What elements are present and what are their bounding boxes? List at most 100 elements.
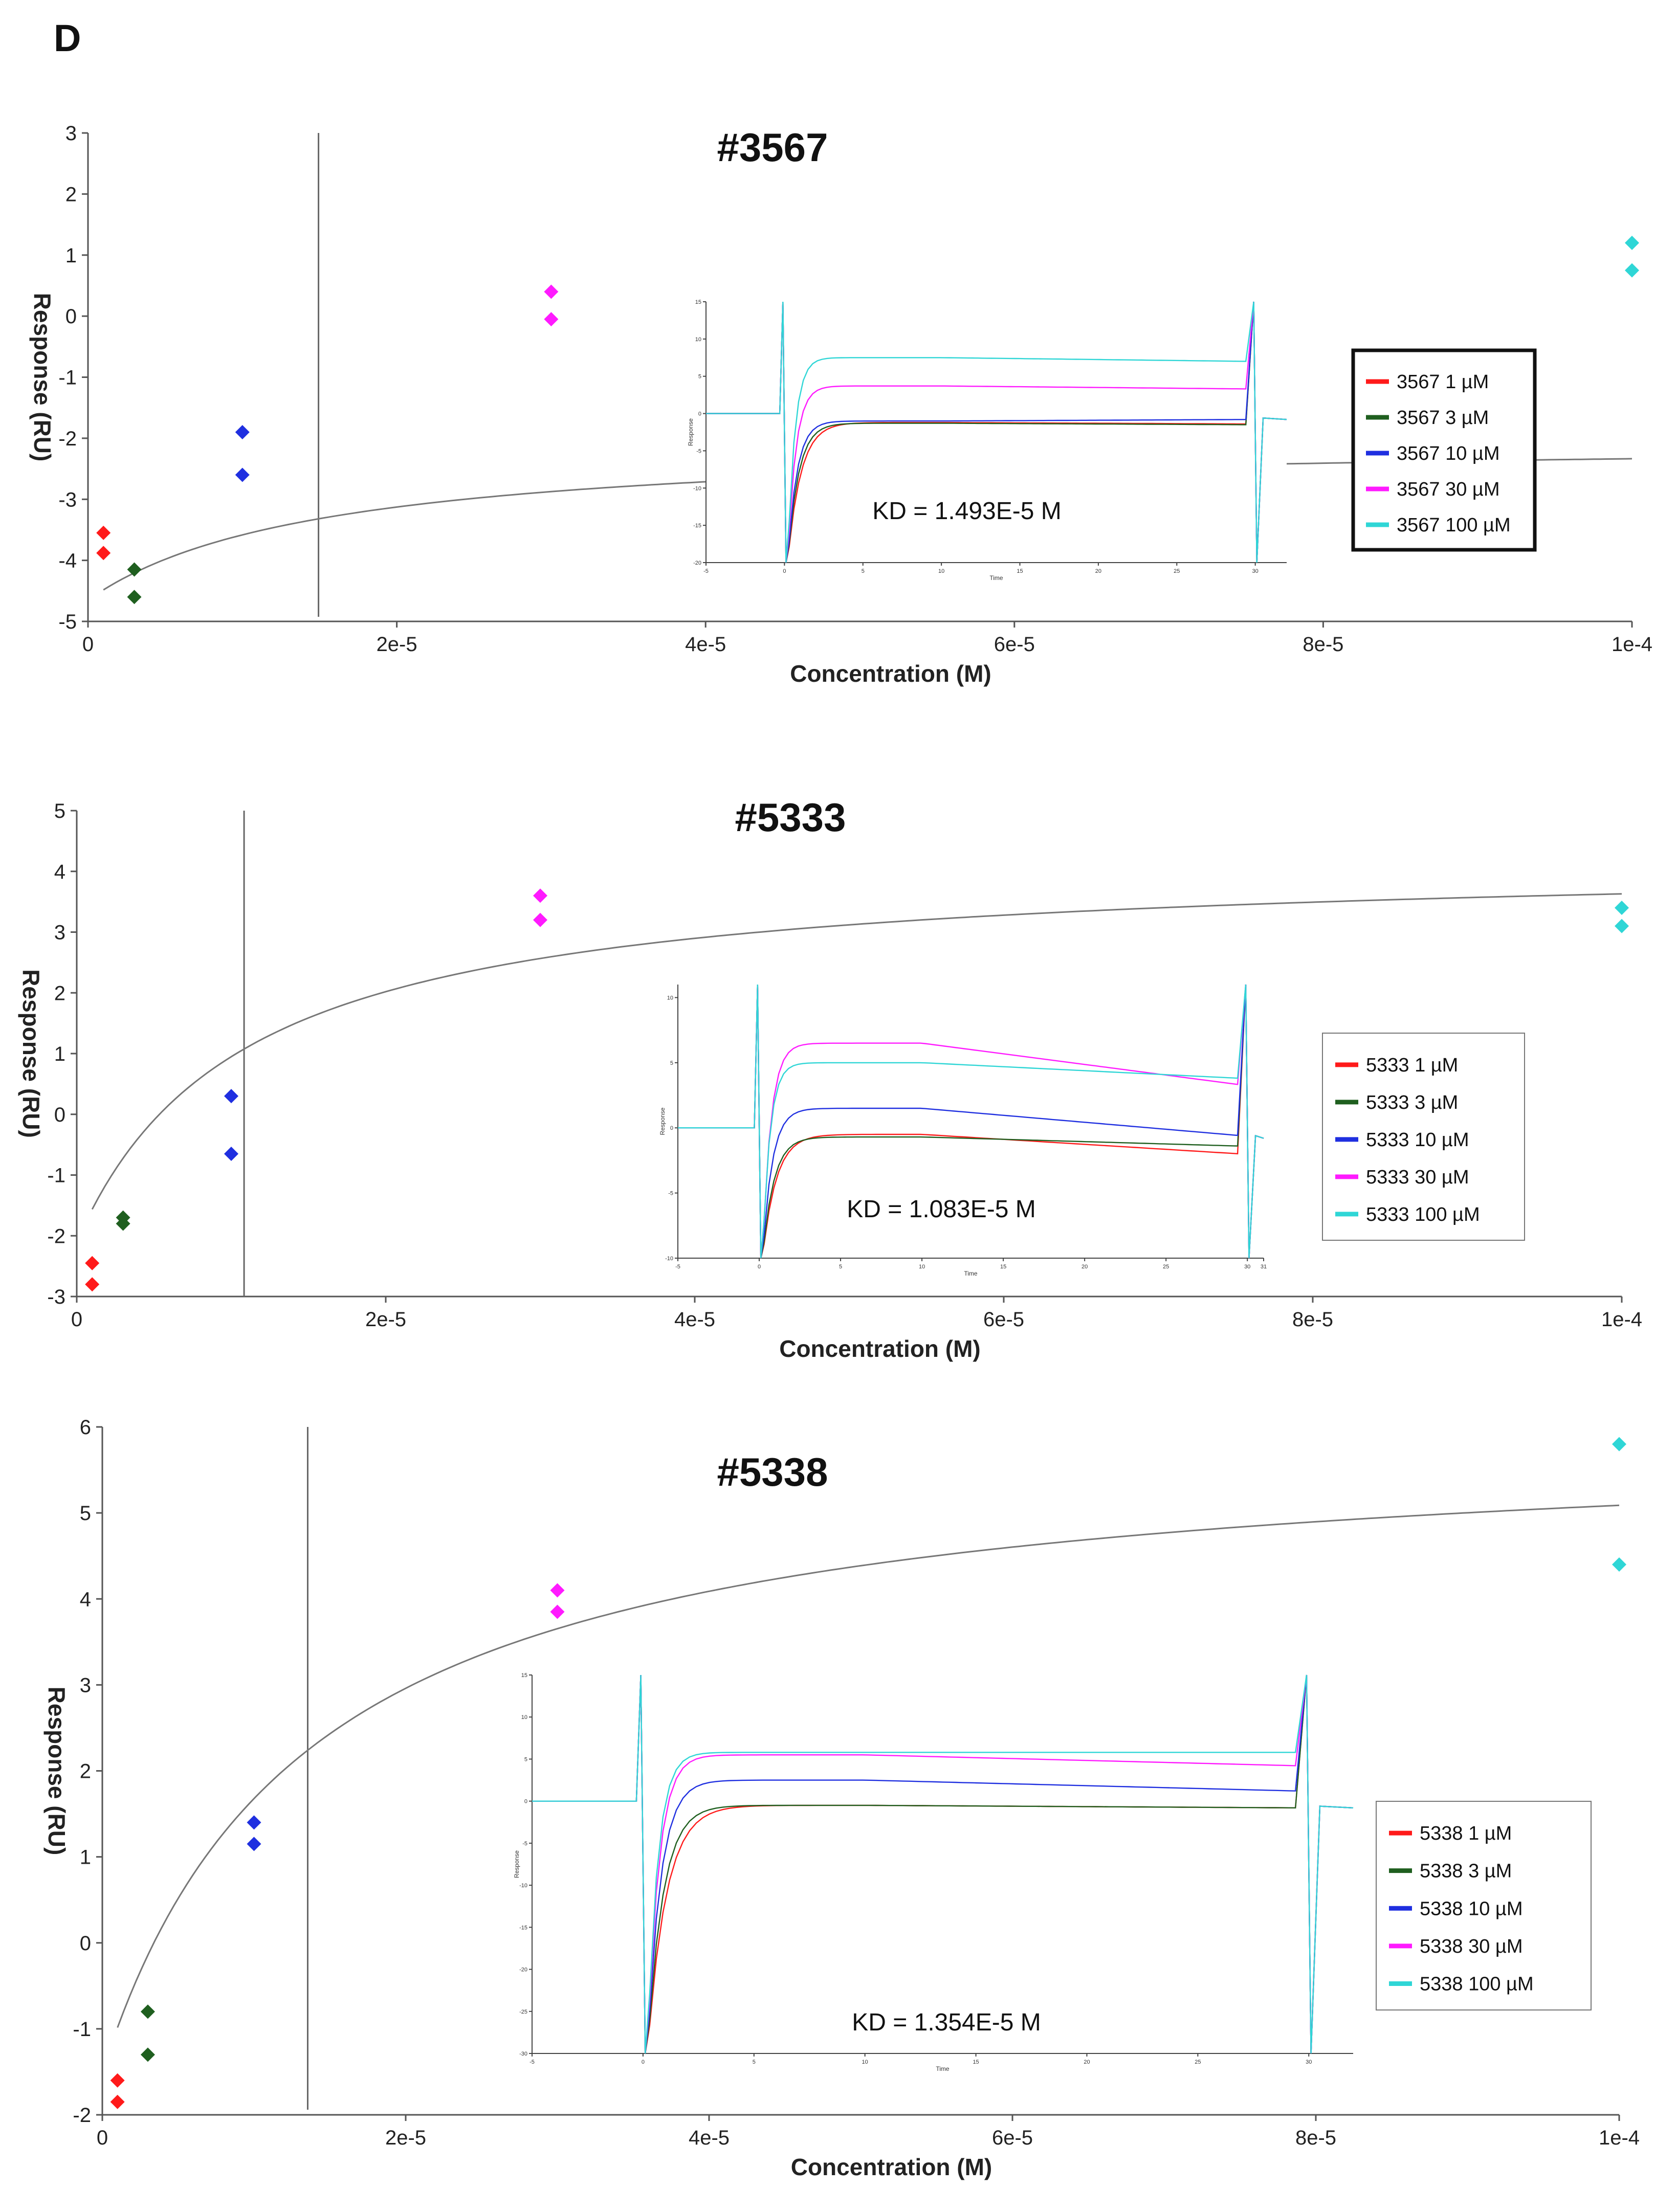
chart3-legend-label-2: 5338 3 µM	[1420, 1861, 1512, 1882]
chart3-inset-x-axis-label: Time	[936, 2065, 950, 2072]
chart2-inset-x-tick-label: 0	[758, 1264, 761, 1270]
chart1-y-tick-label: 0	[65, 305, 77, 328]
panel-label: D	[54, 17, 81, 59]
chart3-legend-box	[1376, 1801, 1592, 2010]
chart2-title: #5333	[735, 795, 846, 840]
chart1-inset-y-tick-label: 0	[698, 411, 701, 417]
chart1-inset-kd-text: KD = 1.493E-5 M	[872, 498, 1062, 525]
chart1-y-tick-label: -3	[58, 488, 77, 511]
chart3-inset-x-tick-label: -5	[529, 2059, 535, 2065]
chart1-inset-y-axis-label: Response	[687, 418, 694, 446]
chart2-legend-label-1: 5333 1 µM	[1366, 1055, 1458, 1076]
chart1-title: #3567	[717, 125, 828, 170]
chart1-point-series5	[1625, 263, 1639, 278]
chart3-point-series2	[140, 2004, 155, 2019]
chart1-point-series3	[235, 467, 250, 482]
chart2-inset-x-axis-label: Time	[964, 1270, 978, 1277]
chart1-legend-label-4: 3567 30 µM	[1397, 479, 1499, 500]
chart2-x-tick-label: 4e-5	[674, 1308, 715, 1331]
chart3-point-series3	[247, 1815, 261, 1830]
chart1-inset-x-tick-label: 30	[1252, 568, 1259, 574]
chart1-x-tick-label: 0	[82, 633, 94, 656]
chart1-inset-trace-series4	[706, 301, 1287, 563]
chart1-legend-label-1: 3567 1 µM	[1397, 371, 1489, 393]
chart2-y-axis-label: Response (RU)	[18, 969, 45, 1138]
chart3-legend-label-5: 5338 100 µM	[1420, 1973, 1534, 1995]
chart1-inset-y-tick-label: -5	[696, 448, 701, 454]
chart2-legend-label-2: 5333 3 µM	[1366, 1092, 1458, 1113]
chart3-inset-trace-series3	[532, 1674, 1354, 2054]
chart1-inset-x-tick-label: 5	[862, 568, 865, 574]
chart1-point-series5	[1625, 235, 1639, 250]
chart2-x-axis-label: Concentration (M)	[779, 1335, 981, 1362]
chart1-inset-x-tick-label: 0	[783, 568, 786, 574]
chart2-inset-y-tick-label: -10	[665, 1256, 673, 1262]
chart2-point-series1	[85, 1277, 100, 1292]
chart3-inset-y-tick-label: -20	[519, 1967, 527, 1973]
chart2-inset-x-tick-label: 10	[919, 1264, 925, 1270]
chart3-legend: 5338 1 µM 5338 3 µM 5338 10 µM 5338 30 µM 53…	[1376, 1801, 1592, 2010]
chart1-inset-x-axis-label: Time	[989, 574, 1003, 582]
chart1-inset: -20 -15 -10 -5 0 5 10 15 -5 0 5 10 15 20 25 30 Time Respo…	[687, 299, 1287, 582]
chart3-fit-curve	[117, 1504, 1620, 2028]
chart1-inset-x-tick-label: 25	[1174, 568, 1180, 574]
chart2-point-series5	[1615, 901, 1629, 915]
chart2-y-tick-label: 2	[54, 982, 65, 1004]
chart2-point-series3	[224, 1146, 238, 1161]
chart1-inset-x-tick-label: -5	[703, 568, 709, 574]
chart2-y-tick-label: -3	[47, 1286, 65, 1308]
chart2-point-series1	[85, 1256, 100, 1270]
chart2-x-tick-label: 2e-5	[365, 1308, 406, 1331]
chart1-inset-x-tick-label: 15	[1017, 568, 1023, 574]
chart2-point-series3	[224, 1089, 238, 1104]
chart3-inset-trace-series2	[532, 1674, 1354, 2054]
chart3-inset-kd-text: KD = 1.354E-5 M	[852, 2009, 1041, 2036]
chart2-inset-x-tick-label: 15	[1000, 1264, 1006, 1270]
chart1-point-series2	[127, 590, 142, 605]
chart1-point-series1	[96, 546, 111, 561]
chart3-inset-y-tick-label: 10	[521, 1714, 527, 1721]
chart1-x-tick-label: 1e-4	[1612, 633, 1652, 656]
chart1-legend-label-3: 3567 10 µM	[1397, 443, 1499, 464]
chart2-point-series5	[1615, 919, 1629, 933]
chart1-inset-trace-series5	[706, 301, 1287, 563]
chart2-legend-box	[1322, 1033, 1525, 1241]
chart2-inset-background	[678, 985, 1264, 1258]
chart1-y-tick-label: -2	[58, 428, 77, 450]
chart3-y-tick-label: 0	[80, 1932, 91, 1955]
chart3-inset-y-tick-label: -25	[519, 2009, 527, 2015]
chart1-inset-x-tick-label: 10	[938, 568, 944, 574]
chart1-y-tick-label: -4	[58, 550, 77, 572]
chart1-point-series3	[235, 424, 250, 439]
chart2-inset-y-tick-label: 5	[670, 1060, 673, 1066]
chart2-y-tick-label: 4	[54, 861, 65, 883]
chart1-inset-y-tick-label: 10	[695, 337, 701, 343]
chart3-legend-label-3: 5338 10 µM	[1420, 1898, 1522, 1919]
chart2-x-tick-label: 6e-5	[983, 1308, 1024, 1331]
chart3-inset-x-tick-label: 25	[1195, 2059, 1201, 2065]
chart1-inset-x-tick-label: 20	[1095, 568, 1101, 574]
chart1-inset-y-tick-label: 15	[695, 299, 701, 305]
chart3-point-series1	[110, 2094, 125, 2109]
chart1-x-tick-label: 2e-5	[377, 633, 417, 656]
chart1-y-tick-label: 2	[65, 183, 77, 206]
chart2-y-tick-label: 1	[54, 1043, 65, 1065]
chart1-y-tick-label: -1	[58, 367, 77, 389]
chart2-legend-label-3: 5333 10 µM	[1366, 1129, 1469, 1151]
chart3-legend-label-1: 5338 1 µM	[1420, 1823, 1512, 1844]
chart1-y-axis-label: Response (RU)	[29, 293, 56, 462]
chart2-y-tick-label: -1	[47, 1165, 65, 1187]
chart2-inset-trace-series3	[678, 984, 1264, 1259]
chart3-x-tick-label: 6e-5	[992, 2127, 1033, 2149]
chart2-inset-y-tick-label: 0	[670, 1125, 673, 1131]
chart3-y-tick-label: 4	[80, 1588, 91, 1611]
chart3-y-tick-label: 2	[80, 1760, 91, 1783]
chart3-inset-x-tick-label: 30	[1306, 2059, 1312, 2065]
chart1-inset-y-tick-label: -15	[693, 523, 701, 529]
chart3-inset-x-tick-label: 20	[1084, 2059, 1090, 2065]
chart2-y-tick-label: -2	[47, 1225, 65, 1247]
